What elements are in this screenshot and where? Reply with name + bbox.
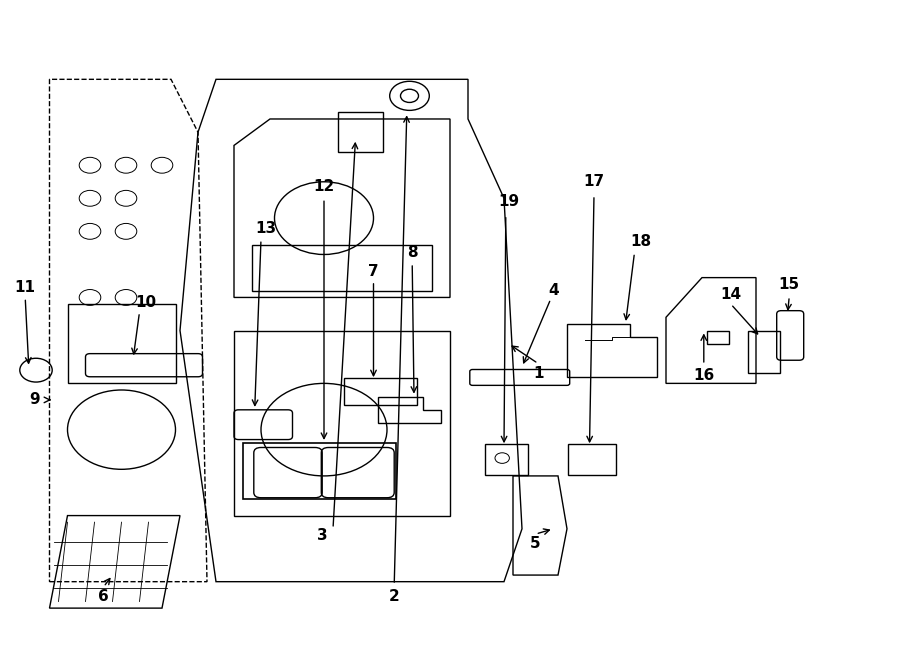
Text: 3: 3: [317, 528, 328, 543]
Text: 11: 11: [14, 280, 36, 295]
Bar: [243, 443, 396, 499]
Text: 14: 14: [720, 287, 742, 301]
Text: 9: 9: [29, 393, 40, 407]
Text: 5: 5: [530, 536, 541, 551]
Text: 7: 7: [368, 264, 379, 278]
Text: 12: 12: [313, 179, 335, 194]
Text: 10: 10: [135, 295, 157, 310]
Text: 8: 8: [407, 245, 418, 260]
Text: 13: 13: [255, 221, 276, 235]
Text: 1: 1: [533, 366, 544, 381]
Text: 19: 19: [498, 194, 519, 209]
Text: 4: 4: [548, 284, 559, 298]
Text: 16: 16: [693, 368, 715, 383]
Text: 6: 6: [98, 589, 109, 603]
Text: 2: 2: [389, 589, 400, 603]
Text: 15: 15: [778, 277, 800, 292]
Text: 18: 18: [630, 234, 652, 249]
Text: 17: 17: [583, 175, 605, 189]
Bar: [706, 330, 729, 344]
Bar: [68, 304, 176, 383]
